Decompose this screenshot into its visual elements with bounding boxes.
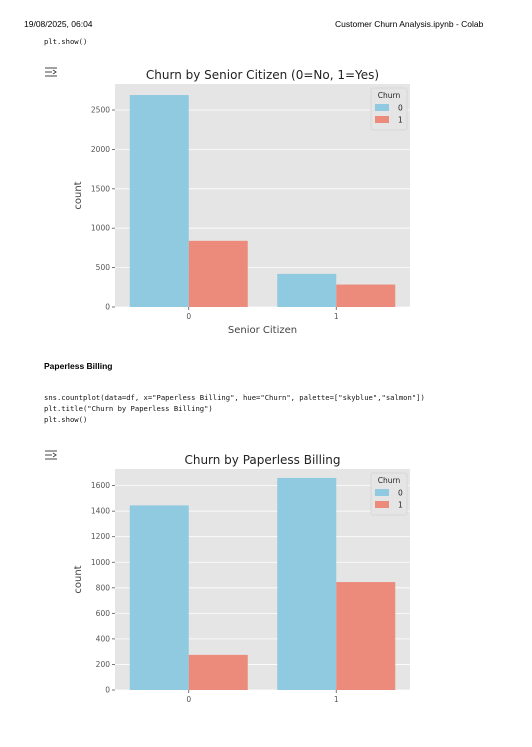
y-tick-label: 0 <box>105 686 110 695</box>
bar-cat1-series0 <box>277 477 337 690</box>
x-tick-label: 1 <box>334 312 339 321</box>
bar-cat0-series0 <box>129 95 189 307</box>
y-tick-label: 1200 <box>91 532 110 541</box>
x-tick-label: 1 <box>334 695 339 704</box>
legend-title: Churn <box>378 476 401 485</box>
y-tick-label: 800 <box>96 583 111 592</box>
x-axis-label: Senior Citizen <box>228 325 297 336</box>
y-tick-label: 2500 <box>91 106 110 115</box>
legend-swatch-0 <box>375 489 389 496</box>
print-date: 19/08/2025, 06:04 <box>24 19 93 29</box>
y-tick-label: 1000 <box>91 224 110 233</box>
chart-title: Churn by Paperless Billing <box>184 453 340 467</box>
output-toggle-icon-2[interactable] <box>44 449 58 461</box>
legend-label: 1 <box>398 116 403 125</box>
y-tick-label: 1400 <box>91 507 110 516</box>
y-tick-label: 1500 <box>91 184 110 193</box>
code-line-title: plt.title("Churn by Paperless Billing") <box>44 404 213 413</box>
bar-cat1-series0 <box>277 273 337 307</box>
x-tick-label: 0 <box>186 312 191 321</box>
y-tick-label: 200 <box>96 660 111 669</box>
legend-swatch-0 <box>375 104 389 111</box>
y-axis-label: count <box>73 181 84 209</box>
bar-cat0-series1 <box>188 240 248 307</box>
section-heading: Paperless Billing <box>44 361 113 371</box>
code-cell-show: plt.show() <box>44 37 88 46</box>
bar-cat1-series1 <box>336 582 396 690</box>
legend-label: 1 <box>398 501 403 510</box>
code-line-show: plt.show() <box>44 415 88 424</box>
output-toggle-icon[interactable] <box>44 66 58 78</box>
x-tick-label: 0 <box>186 695 191 704</box>
document-title: Customer Churn Analysis.ipynb - Colab <box>335 19 484 29</box>
bar-cat1-series1 <box>336 284 396 307</box>
y-tick-label: 2000 <box>91 145 110 154</box>
y-tick-label: 1600 <box>91 481 110 490</box>
y-tick-label: 0 <box>105 303 110 312</box>
legend-title: Churn <box>378 91 401 100</box>
legend-swatch-1 <box>375 116 389 123</box>
y-tick-label: 500 <box>96 263 111 272</box>
legend-swatch-1 <box>375 501 389 508</box>
legend-label: 0 <box>398 489 403 498</box>
bar-cat0-series1 <box>188 654 248 690</box>
y-tick-label: 1000 <box>91 558 110 567</box>
y-tick-label: 400 <box>96 634 111 643</box>
chart-title: Churn by Senior Citizen (0=No, 1=Yes) <box>146 68 379 82</box>
y-tick-label: 600 <box>96 609 111 618</box>
bar-cat0-series0 <box>129 505 189 690</box>
legend-label: 0 <box>398 104 403 113</box>
code-line-countplot: sns.countplot(data=df, x="Paperless Bill… <box>44 393 425 402</box>
y-axis-label: count <box>73 565 84 593</box>
